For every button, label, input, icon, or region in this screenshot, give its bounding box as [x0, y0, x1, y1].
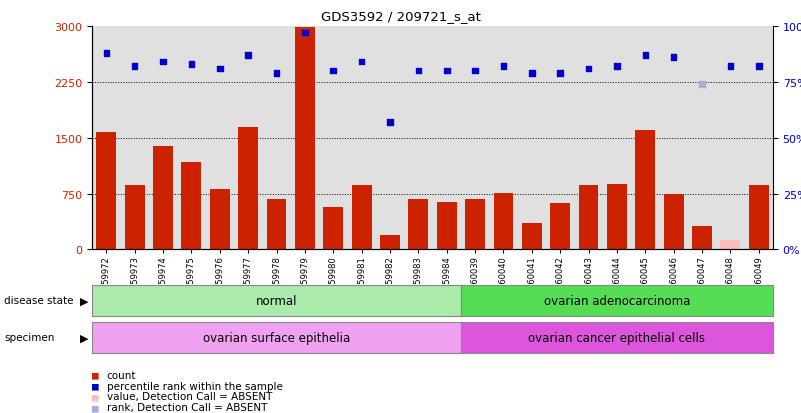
- Bar: [324, 207, 343, 250]
- Bar: [720, 240, 740, 250]
- Point: [270, 70, 283, 77]
- Point: [667, 55, 680, 62]
- Point: [610, 64, 623, 70]
- Text: normal: normal: [256, 294, 297, 307]
- Text: ■: ■: [92, 381, 99, 391]
- Point: [327, 68, 340, 75]
- Point: [639, 52, 652, 59]
- Bar: [380, 235, 400, 250]
- Text: ovarian surface epithelia: ovarian surface epithelia: [203, 331, 350, 344]
- Bar: [182, 162, 201, 250]
- Point: [157, 59, 170, 66]
- Point: [213, 66, 226, 73]
- Bar: [238, 128, 258, 250]
- Bar: [578, 185, 598, 250]
- Bar: [352, 185, 372, 250]
- Bar: [125, 185, 145, 250]
- Text: ■: ■: [92, 370, 99, 380]
- Bar: [409, 199, 429, 250]
- Text: GDS3592 / 209721_s_at: GDS3592 / 209721_s_at: [320, 10, 481, 23]
- Text: disease state: disease state: [4, 295, 74, 306]
- Bar: [692, 227, 712, 250]
- Text: specimen: specimen: [4, 332, 54, 343]
- Point: [384, 119, 396, 126]
- Text: value, Detection Call = ABSENT: value, Detection Call = ABSENT: [107, 392, 272, 401]
- Point: [412, 68, 425, 75]
- Bar: [96, 133, 116, 250]
- Text: count: count: [107, 370, 136, 380]
- Text: ovarian cancer epithelial cells: ovarian cancer epithelial cells: [529, 331, 706, 344]
- Text: ▶: ▶: [79, 295, 88, 306]
- Bar: [607, 185, 627, 250]
- Text: ■: ■: [92, 402, 99, 412]
- Point: [128, 64, 141, 70]
- Point: [299, 30, 312, 37]
- Point: [497, 64, 510, 70]
- Bar: [635, 131, 655, 250]
- Text: ■: ■: [92, 392, 99, 401]
- Text: ▶: ▶: [79, 332, 88, 343]
- Bar: [465, 199, 485, 250]
- Bar: [550, 203, 570, 250]
- Bar: [522, 224, 541, 250]
- Point: [185, 62, 198, 68]
- Bar: [749, 185, 769, 250]
- Point: [242, 52, 255, 59]
- Point: [469, 68, 481, 75]
- Bar: [210, 190, 230, 250]
- Point: [100, 50, 113, 57]
- Text: rank, Detection Call = ABSENT: rank, Detection Call = ABSENT: [107, 402, 267, 412]
- Point: [695, 81, 708, 88]
- Point: [441, 68, 453, 75]
- Text: ovarian adenocarcinoma: ovarian adenocarcinoma: [544, 294, 690, 307]
- Bar: [153, 147, 173, 250]
- Bar: [437, 202, 457, 250]
- Bar: [493, 193, 513, 250]
- Point: [525, 70, 538, 77]
- Point: [582, 66, 595, 73]
- Bar: [267, 199, 287, 250]
- Bar: [664, 195, 683, 250]
- Point: [355, 59, 368, 66]
- Bar: [295, 28, 315, 250]
- Point: [553, 70, 566, 77]
- Point: [752, 64, 765, 70]
- Text: percentile rank within the sample: percentile rank within the sample: [107, 381, 283, 391]
- Point: [724, 64, 737, 70]
